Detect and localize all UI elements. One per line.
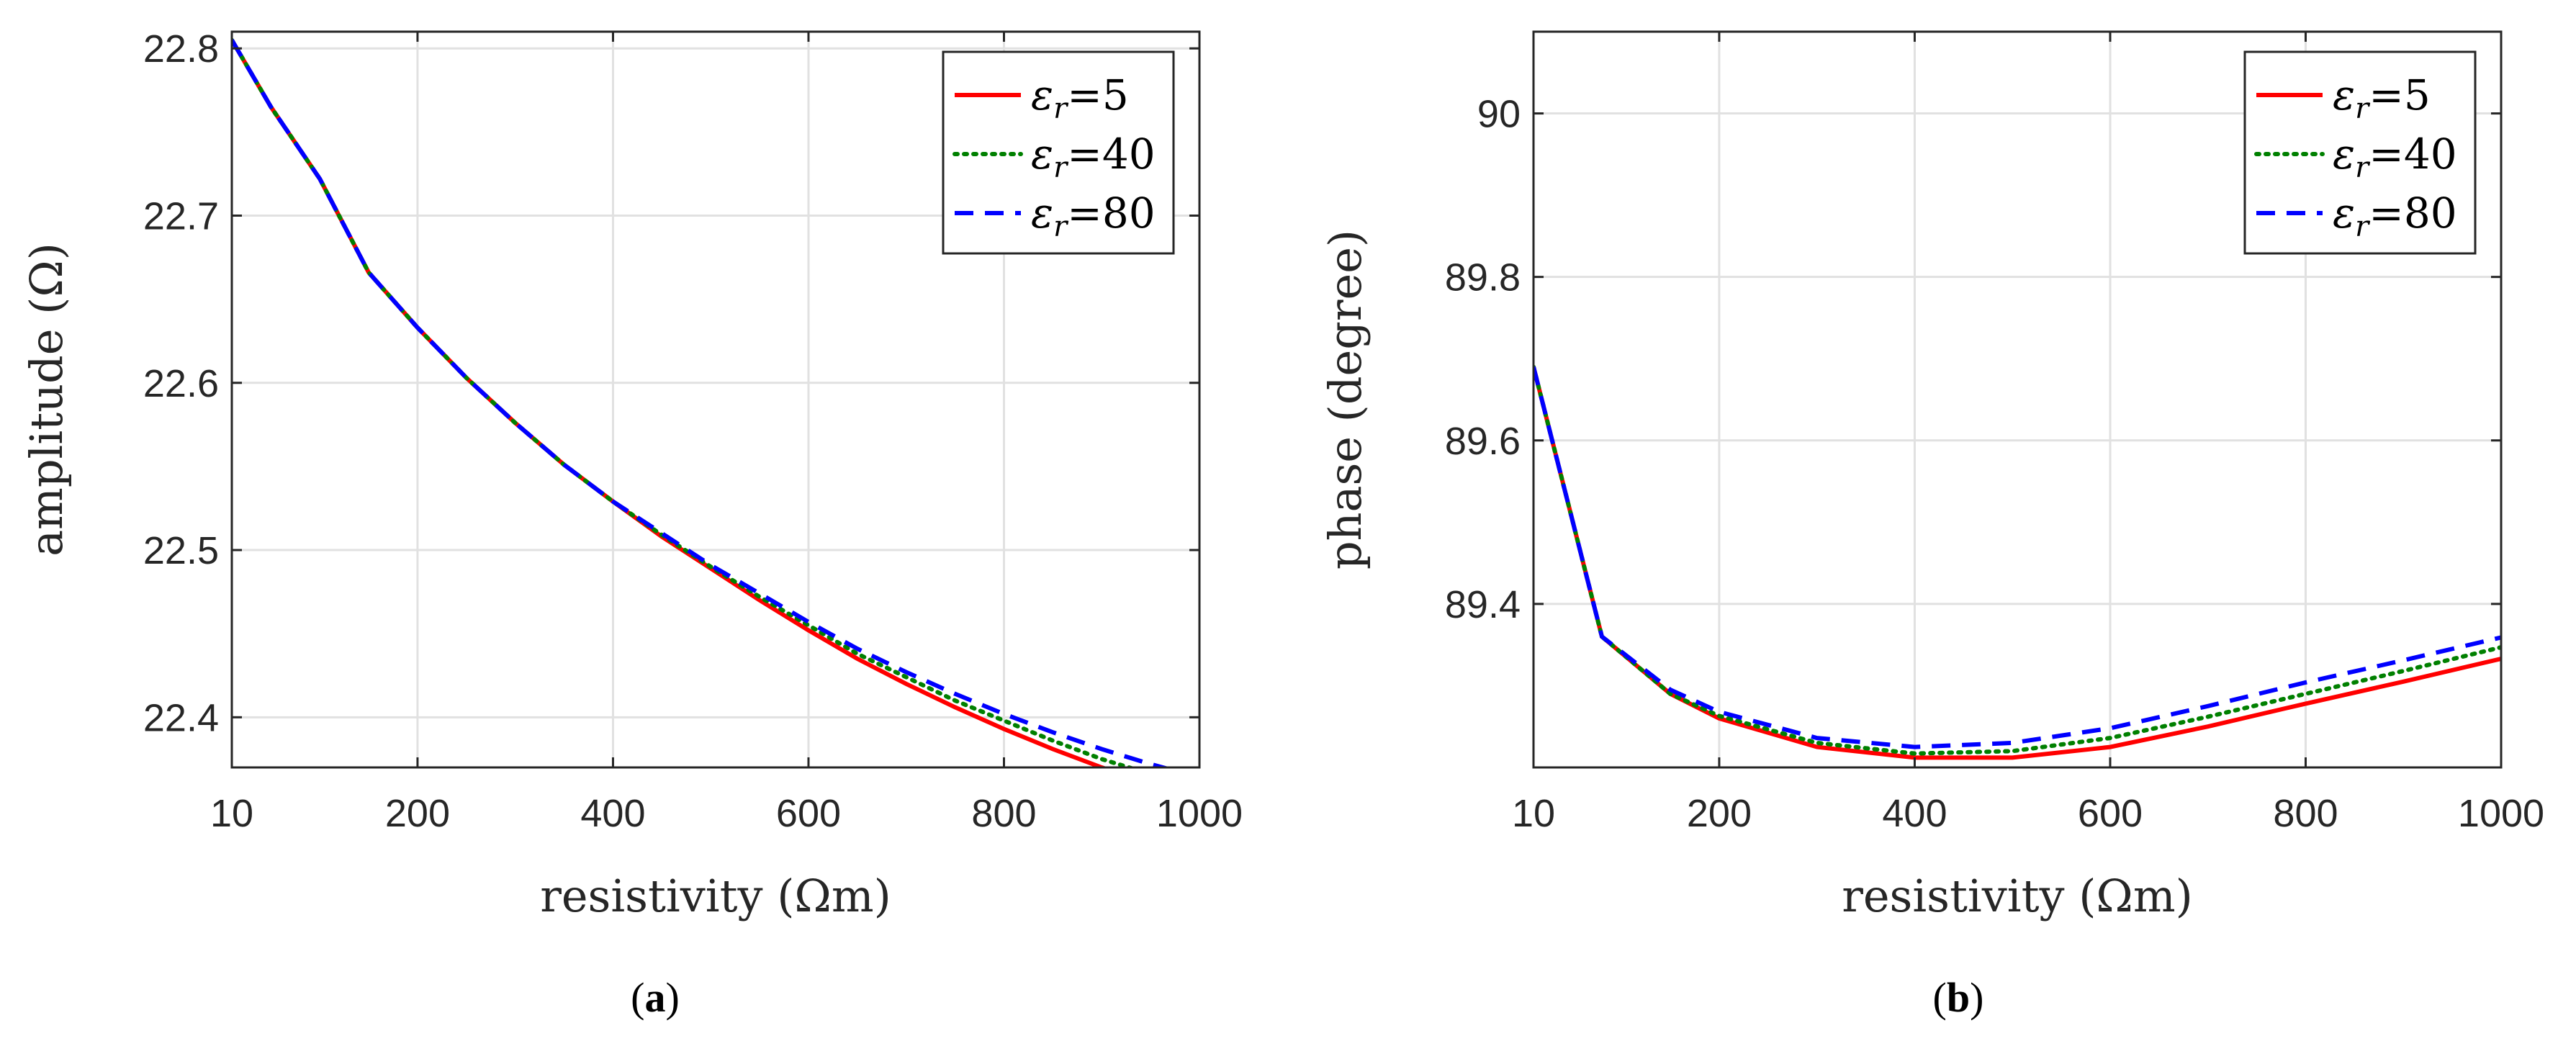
y-axis-label: amplitude (Ω): [20, 243, 73, 556]
legend-value: =40: [2369, 130, 2456, 179]
x-tick-label: 1000: [1156, 792, 1243, 835]
legend-value: =80: [2369, 189, 2456, 238]
y-tick-label: 22.7: [143, 195, 219, 238]
x-tick-label: 400: [1882, 792, 1947, 835]
legend-value: =40: [1067, 130, 1155, 179]
legend-value: =5: [2369, 71, 2431, 120]
x-tick-label: 10: [1512, 792, 1555, 835]
y-tick-label: 89.6: [1445, 420, 1521, 463]
caption-close-paren: ): [1970, 974, 1983, 1021]
legend-subscript: r: [1053, 151, 1069, 184]
legend-value: =80: [1067, 189, 1155, 238]
caption-letter: b: [1947, 974, 1970, 1021]
axes-box: [1532, 30, 2503, 769]
legend-entry-label: εr=40: [2333, 130, 2457, 184]
x-tick-label: 1000: [2458, 792, 2544, 835]
legend-epsilon-symbol: ε: [1031, 130, 1053, 179]
legend-entry-label: εr=5: [1031, 71, 1129, 125]
legend-entry-label: εr=5: [2333, 71, 2431, 125]
caption-open-paren: (: [631, 974, 644, 1021]
panel-a-amplitude-chart: 10 200 400 600 800 1000 22.4 22.5 22.6 22.7 22.8 re…: [20, 27, 1243, 1021]
x-tick-label: 600: [2078, 792, 2143, 835]
caption-letter: a: [645, 974, 666, 1021]
y-tick-label: 89.8: [1445, 256, 1521, 299]
y-axis-label: phase (degree): [1319, 230, 1372, 569]
caption-close-paren: ): [666, 974, 680, 1021]
series-line-eps-r-80: [1534, 366, 2501, 749]
y-tick-label: 22.4: [143, 696, 219, 739]
series-line-eps-r-40: [232, 37, 1137, 767]
caption-open-paren: (: [1933, 974, 1947, 1021]
x-tick-label: 400: [580, 792, 645, 835]
x-tick-label: 200: [1687, 792, 1752, 835]
panel-b-phase-chart: 10 200 400 600 800 1000 89.4 89.6 89.8 90 resistiv…: [1319, 30, 2544, 1021]
legend-epsilon-symbol: ε: [1031, 189, 1053, 238]
y-tick-label: 90: [1477, 93, 1521, 136]
series-line-eps-r-40: [1534, 364, 2501, 756]
legend-subscript: r: [2355, 210, 2371, 243]
x-tick-label: 10: [210, 792, 253, 835]
series-line-eps-r-5: [1534, 366, 2501, 760]
x-axis-label: resistivity (Ωm): [1842, 870, 2193, 922]
x-axis-label: resistivity (Ωm): [540, 870, 891, 922]
legend-entry-label: εr=40: [1031, 130, 1156, 184]
x-tick-label: 800: [2273, 792, 2338, 835]
y-tick-label: 22.5: [143, 529, 219, 572]
axes-box: [230, 30, 1201, 769]
legend-epsilon-symbol: ε: [1031, 71, 1053, 120]
legend-subscript: r: [2355, 92, 2371, 125]
x-tick-label: 200: [385, 792, 450, 835]
legend-subscript: r: [1053, 210, 1069, 243]
legend-entry-label: εr=80: [2333, 189, 2457, 243]
legend-entry-label: εr=80: [1031, 189, 1156, 243]
x-tick-label: 800: [971, 792, 1036, 835]
y-tick-label: 22.6: [143, 362, 219, 405]
subfigure-caption: (b): [1933, 974, 1984, 1021]
subfigure-caption: (a): [631, 974, 680, 1021]
legend-epsilon-symbol: ε: [2333, 130, 2355, 179]
y-tick-label: 22.8: [143, 27, 219, 71]
legend-epsilon-symbol: ε: [2333, 189, 2355, 238]
legend-value: =5: [1067, 71, 1129, 120]
x-tick-label: 600: [776, 792, 841, 835]
y-tick-label: 89.4: [1445, 583, 1521, 626]
legend-subscript: r: [2355, 151, 2371, 184]
legend-subscript: r: [1053, 92, 1069, 125]
legend-epsilon-symbol: ε: [2333, 71, 2355, 120]
